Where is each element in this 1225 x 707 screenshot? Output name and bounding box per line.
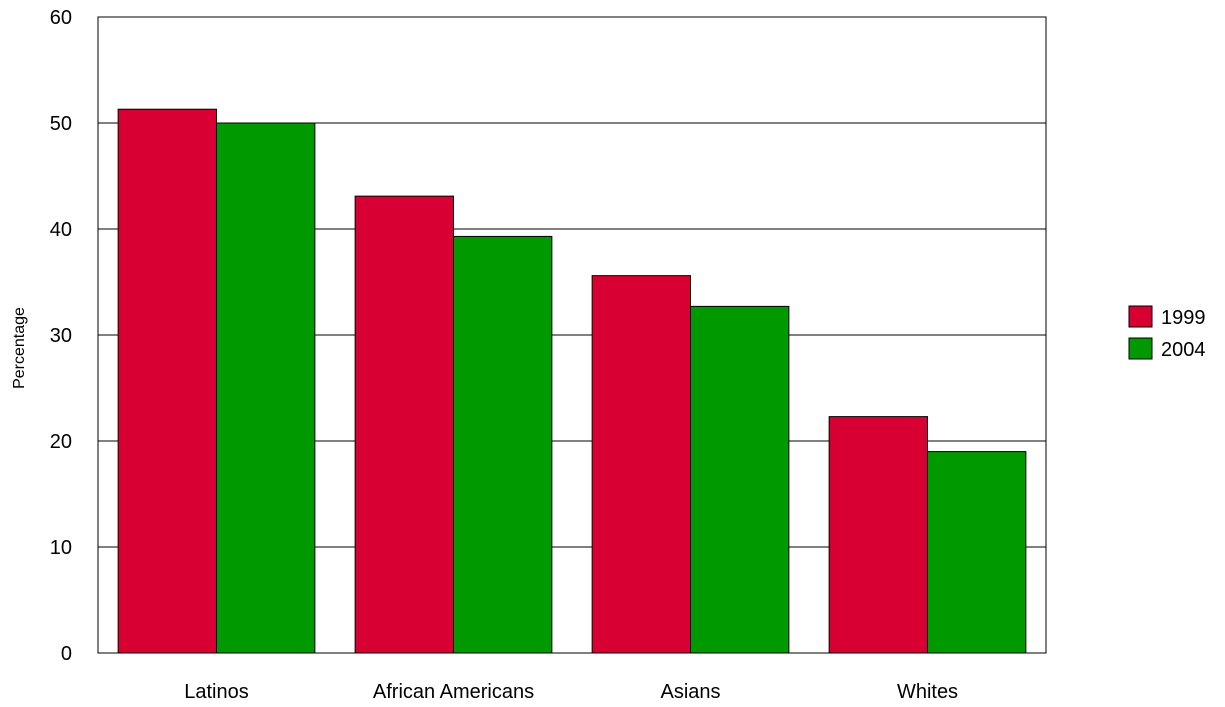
bar-1999-whites [828, 416, 929, 654]
y-axis-label: Percentage [11, 307, 28, 389]
bar-2004-african-americans [453, 235, 553, 654]
bar-2004-latinos [216, 122, 316, 654]
bar-2004-whites [927, 451, 1027, 654]
y-tick-label: 40 [50, 219, 72, 241]
legend-label: 2004 [1161, 339, 1206, 361]
y-tick-label: 10 [50, 537, 72, 559]
y-axis-tick-labels: 0 10 20 30 40 50 60 [50, 7, 72, 665]
bars [117, 108, 1027, 654]
x-category-label: African Americans [373, 681, 534, 702]
x-axis-category-labels: Latinos African Americans Asians Whites [184, 681, 958, 703]
legend-swatch-2004 [1128, 337, 1153, 360]
x-category-label: Asians [660, 681, 720, 702]
legend: 1999 2004 [1128, 305, 1206, 361]
bar-1999-asians [591, 275, 692, 654]
bar-2004-asians [690, 305, 790, 654]
y-tick-label: 50 [50, 113, 72, 135]
bar-1999-latinos [117, 108, 217, 654]
bar-1999-african-americans [354, 195, 454, 654]
y-tick-label: 0 [61, 643, 72, 665]
plot-area [97, 16, 1047, 654]
legend-swatch-1999 [1128, 305, 1153, 328]
y-tick-label: 30 [50, 325, 72, 347]
legend-label: 1999 [1161, 307, 1206, 329]
x-category-label: Latinos [184, 681, 249, 702]
y-tick-label: 60 [50, 7, 72, 29]
y-tick-label: 20 [50, 431, 72, 453]
x-category-label: Whites [897, 681, 958, 702]
